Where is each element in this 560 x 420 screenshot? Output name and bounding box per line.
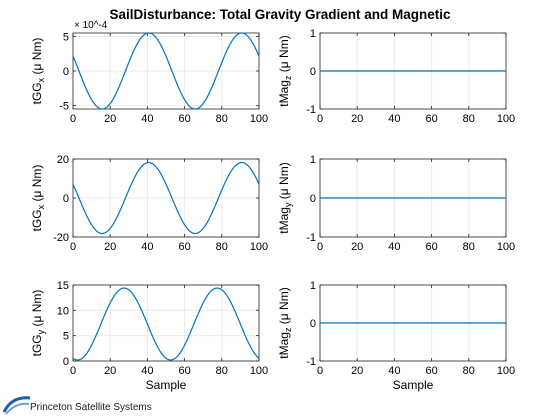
y-tick-label: 5 (63, 331, 69, 343)
y-tick-label: 0 (310, 66, 316, 78)
x-tick-label: 80 (463, 365, 475, 377)
x-tick-label: 60 (178, 113, 190, 125)
y-axis-label: tMagz (μ Nm) (277, 35, 293, 106)
figure-title: SailDisturbance: Total Gravity Gradient … (109, 7, 451, 22)
x-tick-label: 0 (317, 113, 323, 125)
x-tick-label: 100 (497, 365, 515, 377)
x-tick-label: 20 (104, 365, 116, 377)
y-tick-label: 1 (310, 28, 316, 40)
y-tick-label: -1 (306, 356, 316, 368)
x-tick-label: 60 (178, 241, 190, 253)
x-tick-label: 0 (70, 241, 76, 253)
exponent-label: × 10^-4 (74, 20, 108, 31)
x-tick-label: 100 (250, 241, 268, 253)
y-tick-label: -20 (53, 232, 69, 244)
y-axis-label: tMagy (μ Nm) (277, 162, 293, 233)
x-tick-label: 20 (351, 113, 363, 125)
y-tick-label: 1 (310, 280, 316, 292)
x-tick-label: 60 (178, 365, 190, 377)
axes-box (72, 284, 260, 362)
y-tick-label: 15 (57, 280, 69, 292)
y-tick-label: 0 (310, 318, 316, 330)
x-tick-label: 100 (250, 113, 268, 125)
y-axis-label: tGGx (μ Nm) (30, 165, 46, 232)
princeton-satellite-logo-icon (2, 396, 31, 415)
series-line-tGG_x (72, 161, 260, 235)
x-tick-label: 80 (216, 113, 228, 125)
x-tick-label: 100 (250, 365, 268, 377)
x-tick-label: 100 (497, 113, 515, 125)
x-tick-label: 40 (141, 113, 153, 125)
y-tick-label: 1 (310, 154, 316, 166)
x-tick-label: 20 (104, 241, 116, 253)
x-tick-label: 80 (463, 113, 475, 125)
y-tick-label: 20 (57, 154, 69, 166)
y-tick-label: 0 (63, 356, 69, 368)
y-tick-label: -5 (59, 101, 69, 113)
x-tick-label: 40 (388, 365, 400, 377)
x-tick-label: 60 (425, 113, 437, 125)
series-line-tGG_y (72, 287, 260, 361)
x-tick-label: 0 (70, 365, 76, 377)
x-tick-label: 80 (216, 241, 228, 253)
y-tick-label: 10 (57, 305, 69, 317)
x-axis-label: Sample (146, 378, 187, 392)
y-axis-label: tMagz (μ Nm) (277, 287, 293, 358)
panel-gg-3: 0 20 40 60 80 100 0 5 10 15 tGGy (μ Nm) Sample (30, 280, 268, 392)
x-tick-label: 60 (425, 241, 437, 253)
y-tick-label: 0 (63, 193, 69, 205)
logo-text: Princeton Satellite Systems (30, 402, 152, 413)
y-tick-label: 0 (310, 193, 316, 205)
series-line-tGG_x (72, 32, 260, 110)
x-axis-label: Sample (393, 378, 434, 392)
x-tick-label: 20 (351, 365, 363, 377)
x-tick-label: 40 (141, 241, 153, 253)
y-tick-label: 5 (63, 31, 69, 43)
x-tick-label: 0 (70, 113, 76, 125)
x-tick-label: 80 (463, 241, 475, 253)
y-tick-label: 0 (63, 66, 69, 78)
y-tick-label: -1 (306, 232, 316, 244)
y-axis-label: tGGy (μ Nm) (30, 290, 46, 357)
x-tick-label: 100 (497, 241, 515, 253)
x-tick-label: 20 (104, 113, 116, 125)
x-tick-label: 0 (317, 241, 323, 253)
x-tick-label: 40 (388, 241, 400, 253)
x-tick-label: 0 (317, 365, 323, 377)
x-tick-label: 40 (388, 113, 400, 125)
x-tick-label: 80 (216, 365, 228, 377)
y-tick-label: -1 (306, 104, 316, 116)
x-tick-label: 60 (425, 365, 437, 377)
y-axis-label: tGGx (μ Nm) (30, 38, 46, 105)
x-tick-label: 40 (141, 365, 153, 377)
x-tick-label: 20 (351, 241, 363, 253)
